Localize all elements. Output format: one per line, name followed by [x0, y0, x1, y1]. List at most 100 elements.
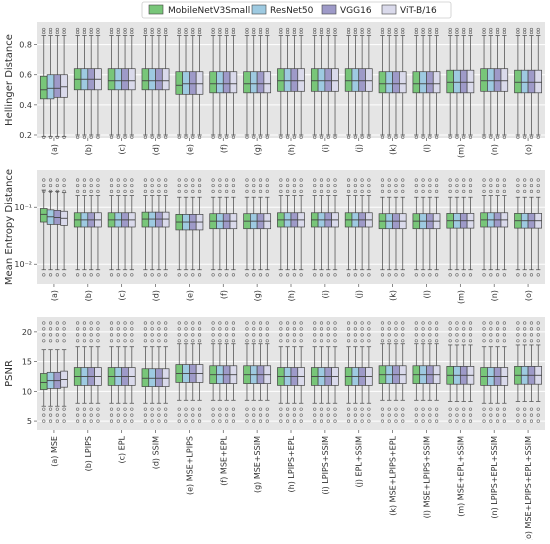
outlier-point — [462, 419, 466, 423]
outlier-point — [414, 333, 418, 337]
outlier-point — [252, 183, 256, 188]
outlier-point — [292, 30, 296, 35]
outlier-point — [401, 178, 405, 182]
outlier-point — [218, 413, 222, 417]
outlier-point — [143, 30, 147, 35]
outlier-point — [184, 407, 188, 411]
outlier-point — [191, 30, 195, 35]
outlier-point — [42, 321, 46, 325]
box-iqr — [358, 68, 366, 92]
outlier-point — [191, 27, 195, 32]
outlier-point — [523, 27, 527, 32]
outlier-point — [130, 273, 134, 277]
outlier-point — [231, 413, 236, 417]
outlier-point — [48, 413, 53, 417]
outlier-point — [414, 327, 418, 331]
outlier-point — [367, 321, 371, 325]
box-iqr — [161, 68, 170, 91]
outlier-point — [42, 30, 46, 35]
outlier-point — [231, 419, 236, 423]
outlier-point — [462, 407, 466, 411]
outlier-point — [157, 413, 161, 417]
outlier-point — [536, 183, 540, 188]
box-vitb16 — [432, 35, 441, 136]
outlier-point — [116, 273, 120, 277]
outlier-point — [482, 413, 486, 417]
outlier-point — [225, 419, 229, 423]
outlier-point — [143, 273, 147, 277]
outlier-point — [123, 413, 127, 417]
outlier-point — [218, 30, 222, 35]
outlier-point — [225, 30, 229, 35]
box-resnet50 — [520, 196, 529, 271]
outlier-point — [462, 135, 466, 139]
legend-swatch-mobilenetv3small — [148, 4, 164, 15]
outlier-point — [292, 327, 296, 331]
outlier-point — [299, 339, 303, 343]
box-mobilenetv3small — [73, 35, 82, 136]
outlier-point — [55, 321, 59, 325]
outlier-point — [143, 183, 147, 188]
outlier-point — [489, 413, 493, 417]
outlier-point — [292, 407, 296, 411]
outlier-point — [326, 135, 330, 139]
outlier-point — [62, 273, 66, 277]
outlier-point — [319, 27, 324, 32]
outlier-point — [42, 333, 46, 337]
box-vitb16 — [331, 35, 339, 136]
outlier-point — [150, 327, 154, 331]
outlier-point — [313, 327, 317, 331]
outlier-point — [130, 27, 134, 32]
outlier-point — [177, 183, 181, 188]
outlier-point — [313, 321, 317, 325]
outlier-point — [346, 327, 351, 331]
outlier-point — [164, 413, 168, 417]
outlier-point — [462, 333, 466, 337]
box-iqr — [175, 71, 183, 95]
outlier-point — [143, 327, 147, 331]
outlier-point — [536, 327, 540, 331]
box-resnet50 — [46, 35, 55, 137]
outlier-point — [286, 30, 290, 35]
box-iqr — [148, 368, 156, 387]
outlier-point — [48, 339, 53, 343]
x-tick-label: (j) — [355, 290, 364, 298]
box-vgg16 — [87, 195, 95, 271]
outlier-point — [164, 183, 168, 188]
outlier-point — [502, 135, 506, 139]
box-vitb16 — [128, 195, 136, 271]
outlier-point — [468, 333, 473, 337]
outlier-point — [333, 419, 337, 423]
outlier-point — [89, 413, 93, 417]
outlier-point — [265, 419, 269, 423]
outlier-point — [394, 321, 398, 325]
outlier-point — [313, 135, 317, 139]
outlier-point — [292, 135, 296, 139]
outlier-point — [482, 327, 486, 331]
outlier-point — [435, 189, 439, 193]
outlier-point — [529, 407, 534, 411]
x-tick-label: (d) SSIM — [152, 436, 161, 469]
outlier-point — [523, 333, 527, 337]
x-tick-label: (n) — [490, 290, 499, 301]
outlier-point — [401, 333, 405, 337]
box-resnet50 — [487, 195, 495, 271]
outlier-point — [89, 178, 93, 182]
outlier-point — [76, 321, 80, 325]
outlier-point — [245, 30, 249, 35]
outlier-point — [218, 327, 222, 331]
box-vgg16 — [527, 35, 536, 136]
outlier-point — [218, 273, 222, 277]
outlier-point — [333, 183, 337, 188]
outlier-point — [523, 419, 527, 423]
outlier-point — [164, 339, 168, 343]
box-iqr — [297, 68, 305, 92]
outlier-point — [157, 27, 161, 32]
outlier-point — [76, 30, 80, 35]
outlier-point — [367, 178, 371, 182]
box-vgg16 — [527, 344, 536, 402]
outlier-point — [516, 178, 520, 182]
outlier-point — [164, 178, 168, 182]
outlier-point — [414, 183, 418, 188]
outlier-point — [319, 419, 324, 423]
